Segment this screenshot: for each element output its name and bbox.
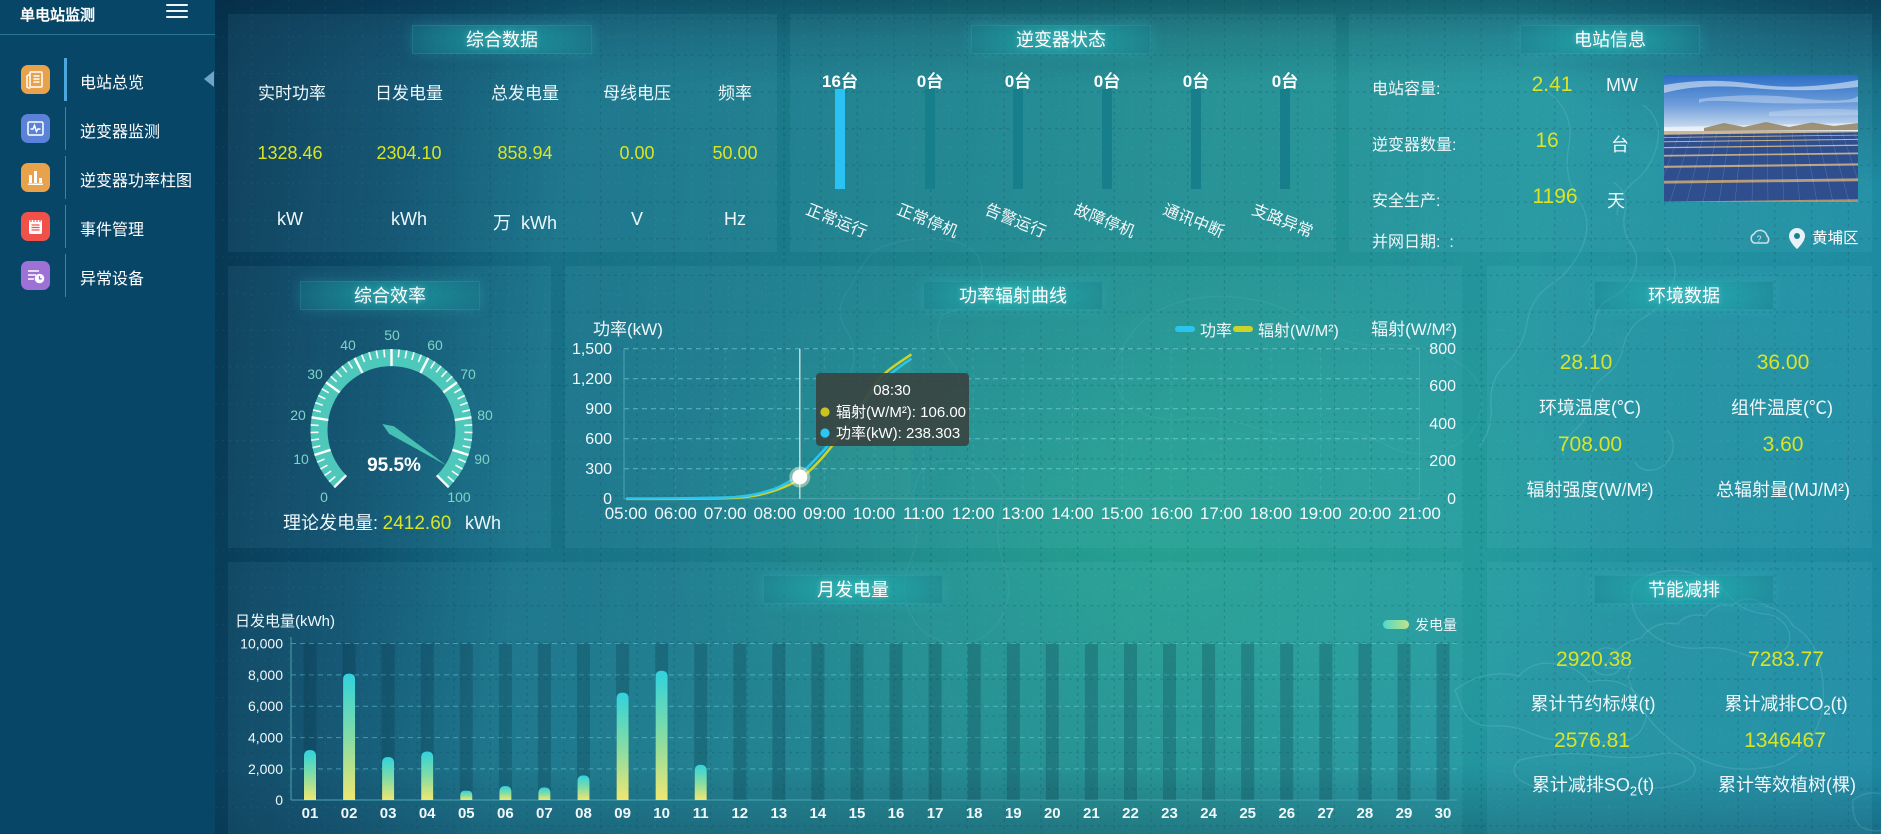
svg-text:21:00: 21:00 <box>1398 504 1441 523</box>
svg-text:20:00: 20:00 <box>1349 504 1392 523</box>
svg-text:08: 08 <box>575 805 592 822</box>
svg-text:10: 10 <box>653 805 670 822</box>
svg-text:08:00: 08:00 <box>754 504 797 523</box>
svg-text:28: 28 <box>1357 805 1374 822</box>
svg-text:kWh: kWh <box>465 513 501 533</box>
svg-text:24: 24 <box>1200 805 1217 822</box>
svg-text:15:00: 15:00 <box>1101 504 1144 523</box>
svg-text:辐射(W/M²): 106.00: 辐射(W/M²): 106.00 <box>836 404 966 421</box>
svg-text:09:00: 09:00 <box>803 504 846 523</box>
svg-text:10:00: 10:00 <box>853 504 896 523</box>
svg-text:12: 12 <box>731 805 748 822</box>
svg-text:功率: 功率 <box>1200 322 1232 340</box>
svg-text:40: 40 <box>340 337 356 353</box>
svg-text:07:00: 07:00 <box>704 504 747 523</box>
svg-text:13:00: 13:00 <box>1002 504 1045 523</box>
svg-text:17:00: 17:00 <box>1200 504 1243 523</box>
svg-text:05: 05 <box>458 805 475 822</box>
svg-text:0: 0 <box>1447 491 1456 508</box>
svg-text:6,000: 6,000 <box>248 698 283 714</box>
svg-text:22: 22 <box>1122 805 1139 822</box>
svg-text:12:00: 12:00 <box>952 504 995 523</box>
svg-text:10,000: 10,000 <box>240 636 283 652</box>
svg-text:1,200: 1,200 <box>572 371 612 388</box>
svg-text:60: 60 <box>427 337 443 353</box>
svg-text:1,500: 1,500 <box>572 341 612 358</box>
svg-text:13: 13 <box>770 805 787 822</box>
svg-text:21: 21 <box>1083 805 1100 822</box>
svg-text:15: 15 <box>849 805 866 822</box>
svg-text:2412.60: 2412.60 <box>383 513 452 534</box>
svg-text:14:00: 14:00 <box>1051 504 1094 523</box>
svg-text:03: 03 <box>380 805 397 822</box>
svg-text:900: 900 <box>585 401 612 418</box>
svg-text:2,000: 2,000 <box>248 761 283 777</box>
svg-text:07: 07 <box>536 805 553 822</box>
svg-text:50: 50 <box>384 327 400 343</box>
svg-text:23: 23 <box>1161 805 1178 822</box>
svg-text:0: 0 <box>275 792 283 808</box>
svg-text:11:00: 11:00 <box>903 504 944 523</box>
svg-text:功率(kW): 功率(kW) <box>593 320 663 339</box>
svg-text:16:00: 16:00 <box>1150 504 1193 523</box>
svg-text:400: 400 <box>1429 416 1456 433</box>
svg-text:8,000: 8,000 <box>248 667 283 683</box>
svg-text:30: 30 <box>1435 805 1452 822</box>
svg-text:600: 600 <box>1429 378 1456 395</box>
svg-text:26: 26 <box>1278 805 1295 822</box>
svg-text:27: 27 <box>1317 805 1334 822</box>
svg-text:90: 90 <box>474 451 490 467</box>
svg-text:30: 30 <box>307 366 323 382</box>
svg-text:19:00: 19:00 <box>1299 504 1342 523</box>
svg-text:20: 20 <box>1044 805 1061 822</box>
svg-text:09: 09 <box>614 805 631 822</box>
svg-text:25: 25 <box>1239 805 1256 822</box>
svg-text:0: 0 <box>320 489 328 505</box>
svg-text:0: 0 <box>603 491 612 508</box>
svg-text:4,000: 4,000 <box>248 730 283 746</box>
svg-text:01: 01 <box>302 805 319 822</box>
svg-text:05:00: 05:00 <box>605 504 648 523</box>
svg-text:18: 18 <box>966 805 983 822</box>
svg-text:29: 29 <box>1396 805 1413 822</box>
svg-text:04: 04 <box>419 805 436 822</box>
svg-text:11: 11 <box>693 805 709 822</box>
svg-text:16: 16 <box>888 805 905 822</box>
svg-text:辐射(W/M²): 辐射(W/M²) <box>1258 322 1339 340</box>
svg-text:02: 02 <box>341 805 358 822</box>
svg-text:80: 80 <box>477 407 493 423</box>
svg-text:70: 70 <box>460 366 476 382</box>
svg-text:14: 14 <box>810 805 827 822</box>
svg-text:发电量: 发电量 <box>1415 617 1457 633</box>
svg-text:理论发电量:: 理论发电量: <box>283 513 378 533</box>
svg-text:100: 100 <box>447 489 471 505</box>
svg-text:95.5%: 95.5% <box>367 455 421 476</box>
svg-text:?: ? <box>1756 234 1761 244</box>
svg-text:辐射(W/M²): 辐射(W/M²) <box>1371 320 1457 339</box>
svg-text:06:00: 06:00 <box>654 504 697 523</box>
svg-text:300: 300 <box>585 461 612 478</box>
svg-text:18:00: 18:00 <box>1250 504 1293 523</box>
svg-text:19: 19 <box>1005 805 1022 822</box>
svg-text:10: 10 <box>293 451 309 467</box>
svg-text:17: 17 <box>927 805 944 822</box>
svg-text:08:30: 08:30 <box>873 382 911 399</box>
svg-text:200: 200 <box>1429 453 1456 470</box>
svg-text:06: 06 <box>497 805 514 822</box>
svg-text:20: 20 <box>290 407 306 423</box>
svg-text:功率(kW): 238.303: 功率(kW): 238.303 <box>836 425 960 442</box>
svg-text:黄埔区: 黄埔区 <box>1812 229 1859 247</box>
svg-text:800: 800 <box>1429 341 1456 358</box>
svg-text:日发电量(kWh): 日发电量(kWh) <box>235 613 335 630</box>
svg-text:600: 600 <box>585 431 612 448</box>
